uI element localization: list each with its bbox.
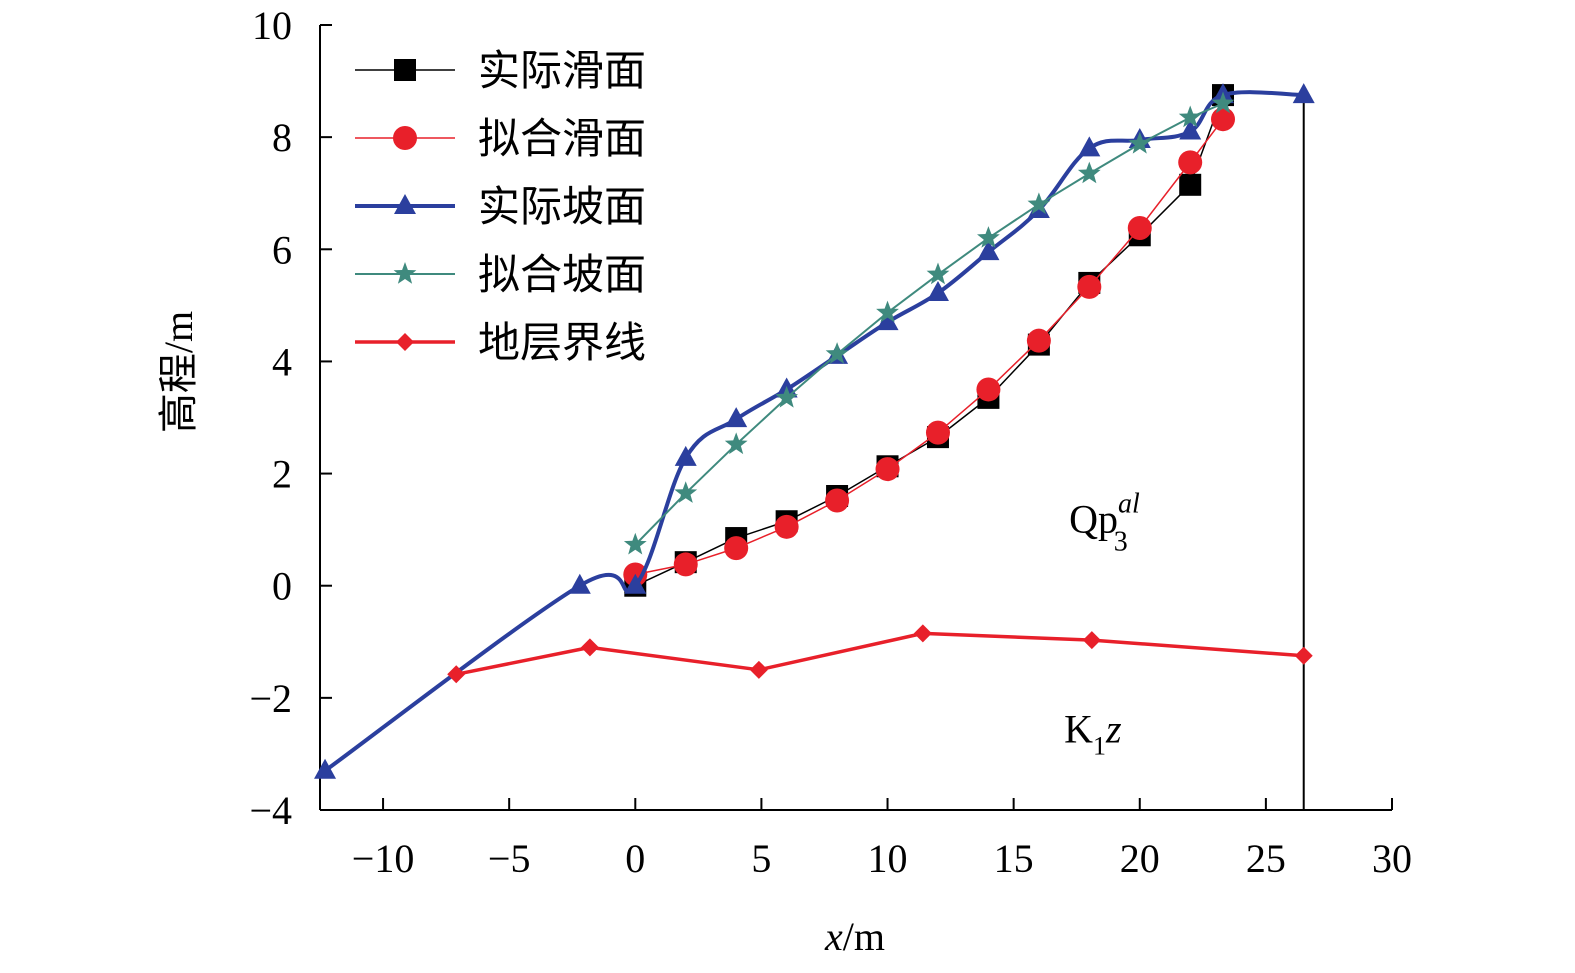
legend-marker <box>393 126 417 150</box>
data-point <box>1211 107 1236 132</box>
x-tick-label: 20 <box>1120 836 1160 881</box>
data-point <box>1077 161 1101 184</box>
series-fitted-slip-surface <box>623 107 1236 587</box>
data-point <box>925 420 950 445</box>
data-point <box>1211 91 1235 114</box>
data-point <box>724 536 749 561</box>
y-tick-label: −2 <box>249 676 292 721</box>
data-point <box>568 573 591 594</box>
series-actual-slip-surface <box>624 84 1235 597</box>
legend-label: 实际坡面 <box>478 182 646 231</box>
series-line <box>323 90 1304 773</box>
data-point <box>1128 131 1152 154</box>
x-tick-label: 30 <box>1372 836 1412 881</box>
annotations: Qpal 3 K1z <box>1064 488 1140 760</box>
series-stratum-boundary <box>447 624 1313 684</box>
stratum-label-qp: Qpal 3 <box>1069 488 1140 557</box>
data-point <box>913 624 932 643</box>
legend-marker <box>394 194 416 214</box>
legend-label: 拟合坡面 <box>478 250 646 299</box>
data-point <box>673 552 698 577</box>
data-point <box>774 514 799 539</box>
legend-item-fitted-slip-surface: 拟合滑面 <box>355 114 646 163</box>
data-point <box>1082 631 1101 650</box>
data-point <box>926 281 949 302</box>
data-point <box>876 300 899 323</box>
stratum-label-k: K1z <box>1064 707 1122 761</box>
x-tick-label: 0 <box>625 836 645 881</box>
x-tick-label: −5 <box>488 836 531 881</box>
y-tick-label: 0 <box>272 564 292 609</box>
data-point <box>1077 274 1102 299</box>
x-tick-label: 5 <box>751 836 771 881</box>
data-point <box>1178 150 1203 175</box>
data-point <box>1178 105 1202 128</box>
data-point <box>447 665 466 684</box>
data-point <box>1292 83 1315 104</box>
y-tick-label: −4 <box>249 788 292 833</box>
series-line <box>634 102 1224 546</box>
series-line <box>455 631 1304 677</box>
data-point <box>1179 173 1202 196</box>
data-point <box>725 407 748 428</box>
x-axis-label: x/m <box>824 914 885 959</box>
legend-label: 拟合滑面 <box>478 114 646 163</box>
data-point <box>1294 646 1313 665</box>
legend-item-fitted-slope-surface: 拟合坡面 <box>355 250 646 299</box>
data-point <box>1078 136 1101 157</box>
data-point <box>1027 192 1051 215</box>
data-point <box>623 532 647 555</box>
data-point <box>1179 119 1202 140</box>
axes: −10 −5 0 5 10 15 20 25 30 −4 −2 0 2 4 6 8 10 x/m 高程/m <box>156 3 1412 959</box>
y-tick-label: 6 <box>272 227 292 272</box>
y-tick-label: 2 <box>272 452 292 497</box>
data-point <box>624 573 647 594</box>
data-point <box>825 342 849 364</box>
legend-item-actual-slope-surface: 实际坡面 <box>355 182 646 231</box>
data-point <box>875 457 900 482</box>
data-point <box>977 240 1000 261</box>
data-point <box>580 638 599 657</box>
x-tick-label: 10 <box>868 836 908 881</box>
y-tick-label: 10 <box>252 3 292 48</box>
data-point <box>775 385 798 408</box>
data-point <box>724 432 748 455</box>
legend-marker <box>394 59 416 81</box>
legend-label: 实际滑面 <box>478 46 646 95</box>
data-point <box>977 226 1000 248</box>
x-tick-label: −10 <box>352 836 415 881</box>
data-point <box>1127 215 1152 240</box>
series-fitted-slope-surface <box>623 91 1235 555</box>
series-layer <box>314 83 1315 810</box>
legend-label: 地层界线 <box>478 318 646 367</box>
y-tick-label: 8 <box>272 115 292 160</box>
data-point <box>674 481 698 503</box>
data-point <box>314 758 337 779</box>
legend-item-stratum-boundary: 地层界线 <box>355 318 646 367</box>
data-point <box>926 262 950 285</box>
data-point <box>976 377 1001 402</box>
data-point <box>825 488 850 513</box>
data-point <box>1026 328 1051 353</box>
y-tick-label: 4 <box>272 339 292 384</box>
x-tick-label: 25 <box>1246 836 1286 881</box>
data-point <box>876 310 899 331</box>
data-point <box>749 660 768 679</box>
legend-item-actual-slip-surface: 实际滑面 <box>355 46 646 95</box>
x-tick-label: 15 <box>994 836 1034 881</box>
data-point <box>674 445 697 466</box>
y-axis-label: 高程/m <box>156 311 201 433</box>
legend-marker <box>396 333 414 351</box>
legend-marker <box>393 262 417 284</box>
